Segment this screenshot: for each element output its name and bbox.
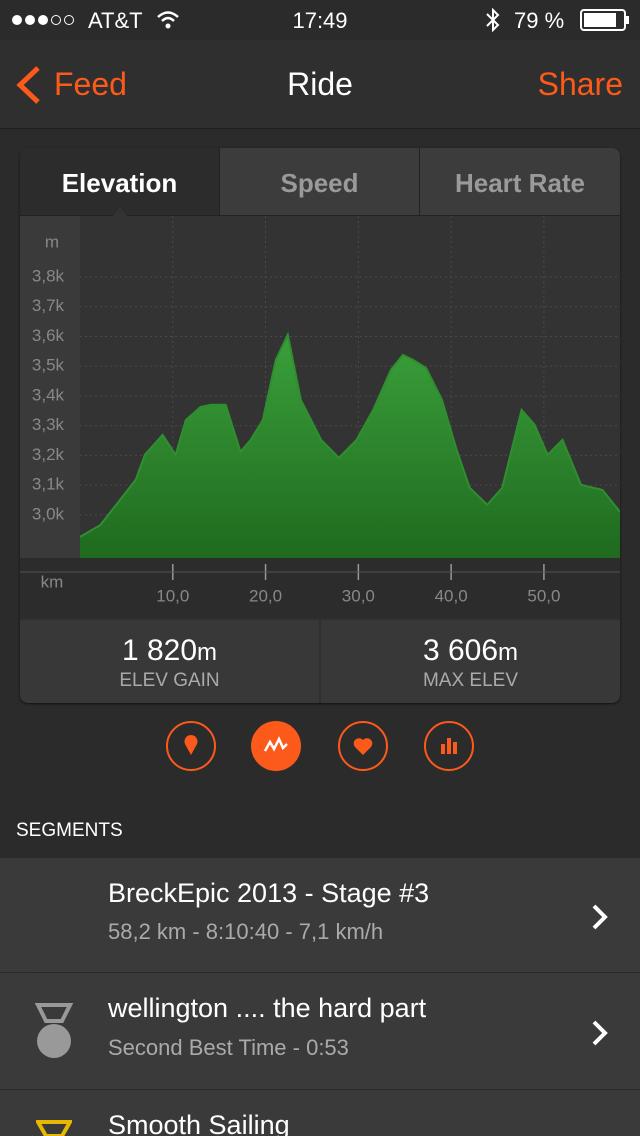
y-tick-label: 3,1k bbox=[32, 475, 65, 494]
back-chevron bbox=[16, 66, 40, 104]
tab[interactable]: Heart Rate bbox=[420, 148, 620, 216]
x-unit: km bbox=[41, 572, 64, 591]
segment-row[interactable]: Smooth Sailing bbox=[0, 1090, 640, 1136]
x-tick-label: 30,0 bbox=[342, 586, 375, 605]
medal-rank: 2 bbox=[48, 1058, 60, 1080]
elevation-button[interactable] bbox=[251, 721, 301, 771]
y-tick-label: 3,0k bbox=[32, 504, 65, 523]
medal-icon bbox=[36, 1120, 72, 1136]
section-header: SEGMENTS bbox=[16, 820, 123, 841]
nav-bar: Feed Ride Share bbox=[0, 40, 640, 129]
time: 17:49 bbox=[292, 8, 348, 33]
y-tick-label: 3,8k bbox=[32, 266, 65, 285]
separator bbox=[32, 972, 640, 973]
y-tick-label: 3,4k bbox=[32, 385, 65, 404]
stat-unit: m bbox=[197, 639, 218, 666]
elevation-area bbox=[80, 334, 620, 558]
chart-card: Elevation Speed Heart Rate m km 3,0k 3,1k… bbox=[20, 148, 620, 703]
y-tick-label: 3,5k bbox=[32, 356, 65, 375]
stat: 3 606m MAX ELEV bbox=[321, 620, 620, 703]
y-axis-bg bbox=[20, 216, 80, 558]
wifi-icon bbox=[157, 11, 179, 29]
stat-value: 3 606 bbox=[422, 634, 499, 667]
tab[interactable]: Elevation bbox=[20, 148, 220, 216]
heart-button[interactable] bbox=[338, 721, 388, 771]
x-tick-label: 20,0 bbox=[249, 586, 282, 605]
elevation-chart: m km 3,0k 3,1k 3,2k 3,3k 3,4k 3,5k 3,6k 3,7k 3,8… bbox=[20, 216, 620, 618]
nav-title: Ride bbox=[287, 66, 353, 102]
status-bar: AT&T 17:49 79 % bbox=[0, 0, 640, 40]
stat-unit: m bbox=[498, 639, 519, 666]
y-tick-label: 3,3k bbox=[32, 415, 65, 434]
elevation-line bbox=[79, 331, 620, 538]
bluetooth-icon bbox=[486, 7, 500, 33]
segment-row[interactable]: BreckEpic 2013 - Stage #3 58,2 km - 8:10… bbox=[0, 858, 640, 972]
x-tick-label: 40,0 bbox=[435, 586, 468, 605]
splits-button[interactable] bbox=[424, 721, 474, 771]
segment-title: Smooth Sailing bbox=[108, 1110, 290, 1136]
carrier: AT&T bbox=[88, 8, 143, 33]
x-axis-bg bbox=[20, 558, 620, 618]
battery-icon bbox=[580, 9, 629, 31]
chevron bbox=[592, 904, 608, 930]
tab-pointer bbox=[112, 207, 128, 217]
y-tick-label: 3,2k bbox=[32, 445, 65, 464]
segment-title: wellington .... the hard part bbox=[108, 993, 427, 1023]
share-button[interactable]: Share bbox=[537, 66, 623, 102]
stat: 1 820m ELEV GAIN bbox=[20, 620, 319, 703]
tab[interactable]: Speed bbox=[220, 148, 420, 216]
stat-value: 1 820 bbox=[121, 634, 198, 667]
y-tick-label: 3,6k bbox=[32, 326, 65, 345]
segment-subtitle: Second Best Time - 0:53 bbox=[108, 1035, 349, 1060]
back-label: Feed bbox=[54, 66, 127, 102]
segment-title: BreckEpic 2013 - Stage #3 bbox=[108, 878, 430, 908]
map-button[interactable] bbox=[166, 721, 216, 771]
segment-row[interactable]: 2 wellington .... the hard part Second B… bbox=[0, 973, 640, 1089]
stat-label: ELEV GAIN bbox=[119, 670, 220, 691]
stat-label: MAX ELEV bbox=[422, 670, 519, 691]
separator bbox=[32, 1089, 640, 1090]
x-tick-label: 50,0 bbox=[527, 586, 560, 605]
y-unit: m bbox=[45, 232, 59, 251]
segment-subtitle: 58,2 km - 8:10:40 - 7,1 km/h bbox=[108, 919, 384, 944]
medal-icon bbox=[34, 1003, 74, 1058]
view-buttons bbox=[166, 721, 474, 771]
battery-percent: 79 % bbox=[514, 8, 565, 33]
x-tick-label: 10,0 bbox=[156, 586, 189, 605]
y-tick-label: 3,7k bbox=[32, 296, 65, 315]
chevron bbox=[592, 1020, 608, 1046]
signal bbox=[12, 15, 74, 25]
